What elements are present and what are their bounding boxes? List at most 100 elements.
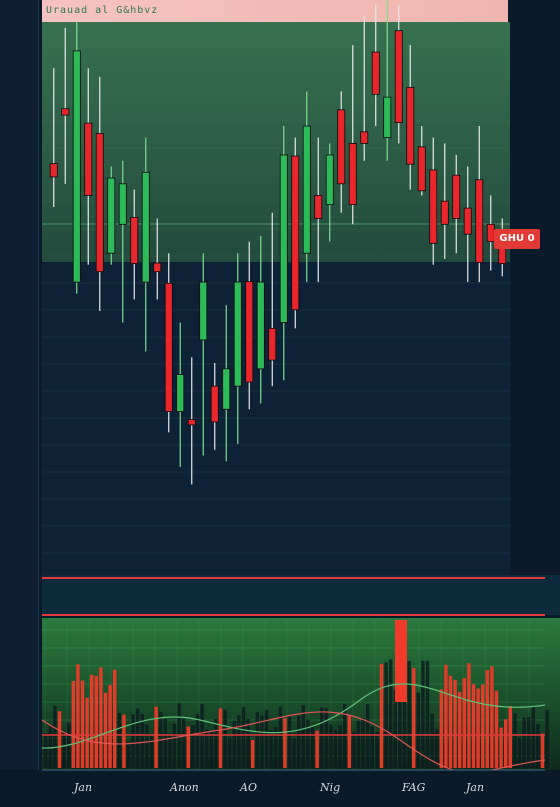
- candle-body: [118, 183, 127, 225]
- candle-body: [233, 281, 242, 387]
- volume-bar: [527, 717, 531, 768]
- candle-body: [176, 374, 185, 412]
- volume-bar: [200, 704, 204, 768]
- candle-body: [141, 171, 150, 283]
- candle-body: [371, 51, 380, 95]
- volume-bar: [370, 726, 374, 768]
- volume-bar: [435, 729, 439, 768]
- volume-bar: [338, 725, 342, 768]
- volume-bar: [499, 727, 503, 768]
- candle-body: [348, 142, 357, 206]
- volume-bar: [444, 664, 448, 768]
- volume-bar: [168, 733, 172, 768]
- volume-bar: [361, 717, 365, 768]
- volume-spike: [395, 620, 407, 702]
- volume-bar: [283, 718, 287, 768]
- volume-bar: [62, 730, 66, 768]
- volume-bar: [269, 730, 273, 768]
- volume-bar: [324, 708, 328, 768]
- candle-body: [153, 262, 162, 273]
- volume-bar: [536, 723, 540, 768]
- volume-bar: [126, 744, 131, 768]
- volume-bar: [421, 660, 425, 768]
- volume-bar: [136, 708, 140, 768]
- volume-bar: [430, 713, 434, 768]
- volume-bar: [163, 718, 167, 768]
- volume-bar: [453, 679, 457, 768]
- candle-body: [475, 179, 484, 263]
- volume-bar: [182, 718, 186, 768]
- candle-body: [210, 385, 219, 423]
- volume-bar: [44, 733, 48, 768]
- volume-bar: [545, 710, 549, 768]
- x-tick-label: Nig: [320, 781, 341, 794]
- volume-bar: [315, 730, 319, 768]
- x-tick-label: FAG: [402, 781, 426, 794]
- x-tick-label: Jan: [74, 781, 93, 794]
- volume-bar: [531, 706, 535, 768]
- volume-bar: [80, 680, 85, 768]
- volume-bar: [122, 714, 126, 768]
- chart-header-text: Urauad al G&hbvz: [46, 5, 159, 16]
- volume-bar: [494, 690, 499, 768]
- candle-body: [84, 122, 93, 196]
- candle-body: [360, 131, 369, 144]
- candle-body: [49, 163, 58, 178]
- volume-bar: [278, 706, 282, 768]
- volume-bar: [53, 705, 57, 768]
- x-tick-label: Jan: [466, 781, 485, 794]
- volume-bar: [48, 724, 52, 768]
- left-axis-rail: [0, 0, 39, 807]
- volume-bar: [90, 674, 94, 768]
- volume-bar: [264, 709, 269, 768]
- volume-bar: [389, 659, 393, 768]
- volume-bar: [481, 684, 485, 768]
- x-axis-strip: [0, 770, 560, 807]
- volume-bar: [255, 711, 259, 768]
- volume-bar: [352, 731, 356, 768]
- volume-bar: [343, 703, 347, 768]
- volume-bar: [333, 729, 338, 768]
- volume-bar: [117, 713, 121, 768]
- volume-bar: [356, 720, 361, 768]
- volume-bar: [379, 663, 384, 768]
- candle-body: [222, 368, 231, 410]
- separator-band: [42, 575, 560, 615]
- volume-bar: [347, 715, 351, 768]
- volume-bar: [186, 726, 190, 768]
- volume-bar: [131, 714, 135, 768]
- volume-bar: [251, 739, 255, 768]
- candle-body: [107, 177, 116, 254]
- indicator-curve: [41, 683, 546, 749]
- volume-bar: [439, 689, 443, 768]
- volume-bar: [522, 717, 526, 768]
- volume-bar: [237, 715, 241, 768]
- volume-bar: [485, 670, 489, 768]
- candle-body: [463, 207, 472, 235]
- volume-bar: [103, 692, 108, 768]
- x-tick-label: AO: [240, 781, 257, 794]
- volume-bar: [540, 733, 545, 768]
- volume-bar: [504, 719, 508, 768]
- candle-body: [440, 200, 449, 225]
- volume-bar: [462, 678, 466, 768]
- volume-bar: [274, 726, 278, 768]
- volume-bar: [145, 724, 149, 768]
- volume-bar: [85, 697, 89, 768]
- volume-bar: [508, 706, 512, 768]
- volume-bar: [407, 661, 411, 768]
- volume-bar: [195, 714, 200, 768]
- volume-bar: [301, 705, 305, 768]
- volume-bar: [320, 707, 324, 768]
- volume-bar: [476, 688, 480, 768]
- volume-bar: [425, 661, 430, 768]
- volume-bar: [71, 681, 75, 768]
- volume-bar: [232, 720, 236, 768]
- volume-bar: [402, 660, 407, 768]
- candle-body: [245, 281, 254, 383]
- volume-bar: [218, 708, 223, 768]
- volume-bar: [113, 669, 117, 768]
- candle-body: [164, 282, 173, 412]
- candle-body: [452, 174, 461, 219]
